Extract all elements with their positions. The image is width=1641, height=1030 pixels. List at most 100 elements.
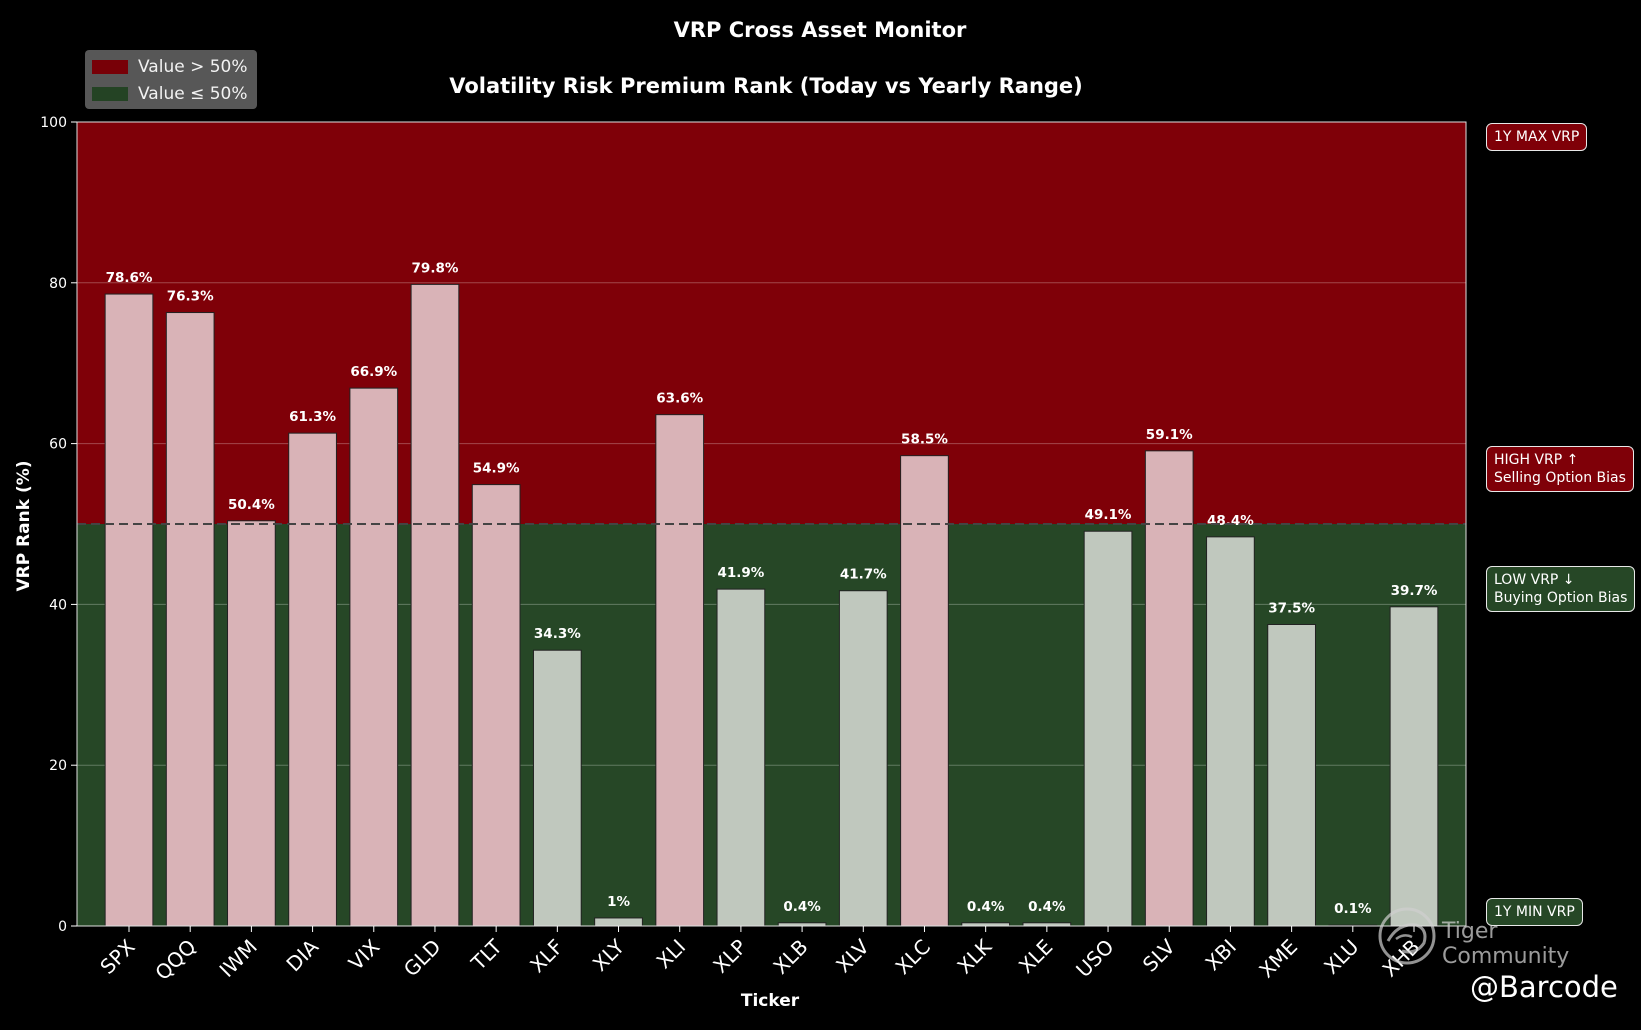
bars: 78.6% 76.3% 50.4% 61.3% 66.9% 79.8% 54.9% 34.3%… bbox=[104, 260, 1439, 927]
legend-item-high: Value > 50% bbox=[92, 55, 248, 79]
x-tick-label: XLE bbox=[1014, 935, 1057, 978]
data-label: 50.4% bbox=[228, 497, 275, 513]
y-tick-label: 0 bbox=[58, 919, 67, 935]
data-label: 76.3% bbox=[167, 289, 214, 305]
low-vrp-box: LOW VRP ↓ Buying Option Bias bbox=[1486, 566, 1636, 612]
bar-xlv bbox=[838, 590, 888, 927]
high-vrp-box: HIGH VRP ↑ Selling Option Bias bbox=[1486, 446, 1634, 492]
x-tick-label: QQQ bbox=[150, 935, 200, 985]
chart-subtitle: Volatility Risk Premium Rank (Today vs Y… bbox=[449, 74, 1083, 98]
legend: Value > 50% Value ≤ 50% bbox=[85, 50, 257, 109]
x-tick-label: DIA bbox=[281, 934, 323, 976]
data-label: 58.5% bbox=[901, 432, 948, 448]
data-label: 66.9% bbox=[350, 364, 397, 380]
min-vrp-label: 1Y MIN VRP bbox=[1494, 904, 1575, 920]
x-axis-ticks: SPX QQQ IWM DIA VIX GLD TLT XLF XLY XLI XLP XLB XLV X… bbox=[95, 926, 1425, 985]
low-vrp-line1: LOW VRP ↓ bbox=[1494, 572, 1575, 588]
data-label: 79.8% bbox=[412, 260, 459, 276]
legend-item-low: Value ≤ 50% bbox=[92, 82, 248, 106]
data-label: 39.7% bbox=[1391, 583, 1438, 599]
bar-slv bbox=[1144, 450, 1194, 927]
data-label: 61.3% bbox=[289, 409, 336, 425]
x-tick-label: XLY bbox=[588, 934, 630, 976]
data-label: 41.7% bbox=[840, 567, 887, 583]
x-tick-label: XLU bbox=[1319, 935, 1363, 979]
low-vrp-line2: Buying Option Bias bbox=[1494, 590, 1628, 606]
data-label: 54.9% bbox=[473, 461, 520, 477]
bar-gld bbox=[410, 283, 460, 927]
data-label: 41.9% bbox=[717, 565, 764, 581]
bar-xly bbox=[594, 917, 643, 927]
x-tick-label: SLV bbox=[1138, 934, 1180, 976]
x-tick-label: XLI bbox=[652, 935, 691, 974]
bar-xhb bbox=[1389, 606, 1439, 927]
x-tick-label: TLT bbox=[466, 934, 507, 975]
bar-xli bbox=[655, 414, 705, 927]
data-label: 1% bbox=[607, 894, 630, 910]
x-tick-label: IWM bbox=[215, 935, 262, 982]
watermark-text: Tiger Community bbox=[1442, 919, 1570, 969]
data-label: 0.1% bbox=[1334, 901, 1372, 917]
x-axis-label: Ticker bbox=[741, 991, 800, 1011]
y-tick-label: 100 bbox=[40, 115, 67, 131]
high-vrp-line1: HIGH VRP ↑ bbox=[1494, 452, 1579, 468]
chart-title: VRP Cross Asset Monitor bbox=[674, 18, 967, 42]
data-label: 37.5% bbox=[1268, 601, 1315, 617]
legend-label-low: Value ≤ 50% bbox=[138, 84, 248, 104]
data-label: 0.4% bbox=[783, 899, 821, 915]
bar-uso bbox=[1083, 530, 1133, 927]
x-tick-label: GLD bbox=[399, 935, 446, 982]
y-tick-label: 40 bbox=[49, 597, 67, 613]
x-tick-label: XLV bbox=[831, 934, 874, 977]
bar-xbi bbox=[1206, 536, 1255, 927]
min-vrp-box: 1Y MIN VRP bbox=[1486, 898, 1583, 926]
data-label: 0.4% bbox=[967, 899, 1005, 915]
high-vrp-line2: Selling Option Bias bbox=[1494, 470, 1626, 486]
author-handle: @Barcode bbox=[1470, 970, 1618, 1004]
low-vrp-zone bbox=[77, 524, 1466, 926]
bar-spx bbox=[104, 293, 154, 927]
legend-swatch-high bbox=[92, 60, 128, 74]
data-label: 49.1% bbox=[1085, 507, 1132, 523]
legend-label-high: Value > 50% bbox=[138, 57, 248, 77]
bar-xlp bbox=[716, 588, 766, 927]
bar-tlt bbox=[471, 484, 521, 927]
y-axis-ticks: 0 20 40 60 80 100 bbox=[40, 115, 77, 935]
y-tick-label: 20 bbox=[49, 758, 67, 774]
y-tick-label: 60 bbox=[49, 437, 67, 453]
max-vrp-box: 1Y MAX VRP bbox=[1486, 123, 1588, 151]
bar-dia bbox=[288, 432, 337, 927]
x-tick-label: XLF bbox=[525, 935, 568, 978]
bar-xlc bbox=[900, 455, 949, 927]
tiger-community-watermark: Tiger Community bbox=[1376, 905, 1606, 969]
x-tick-label: XLC bbox=[891, 935, 935, 979]
x-tick-label: VIX bbox=[344, 934, 385, 975]
data-label: 0.4% bbox=[1028, 899, 1066, 915]
x-tick-label: SPX bbox=[95, 934, 139, 978]
data-label: 78.6% bbox=[106, 270, 153, 286]
x-tick-label: USO bbox=[1071, 935, 1118, 982]
y-axis-label: VRP Rank (%) bbox=[14, 460, 34, 591]
tiger-logo-icon bbox=[1378, 907, 1436, 965]
max-vrp-label: 1Y MAX VRP bbox=[1494, 129, 1580, 145]
data-label: 59.1% bbox=[1146, 427, 1193, 443]
data-label: 48.4% bbox=[1207, 513, 1254, 529]
plot-frame bbox=[76, 121, 1467, 927]
bar-vix bbox=[349, 387, 399, 927]
x-tick-label: XLP bbox=[708, 935, 751, 978]
data-label: 34.3% bbox=[534, 626, 581, 642]
x-tick-label: XBI bbox=[1200, 935, 1241, 976]
high-vrp-zone bbox=[77, 122, 1466, 524]
bar-qqq bbox=[165, 312, 215, 927]
bar-xlf bbox=[532, 649, 582, 927]
bar-iwm bbox=[227, 520, 276, 927]
y-tick-label: 80 bbox=[49, 276, 67, 292]
data-label: 63.6% bbox=[656, 391, 703, 407]
x-tick-label: XLK bbox=[952, 934, 996, 978]
x-tick-label: XLB bbox=[768, 935, 812, 979]
x-tick-label: XME bbox=[1254, 935, 1302, 983]
bar-xme bbox=[1267, 624, 1316, 927]
legend-swatch-low bbox=[92, 87, 128, 101]
